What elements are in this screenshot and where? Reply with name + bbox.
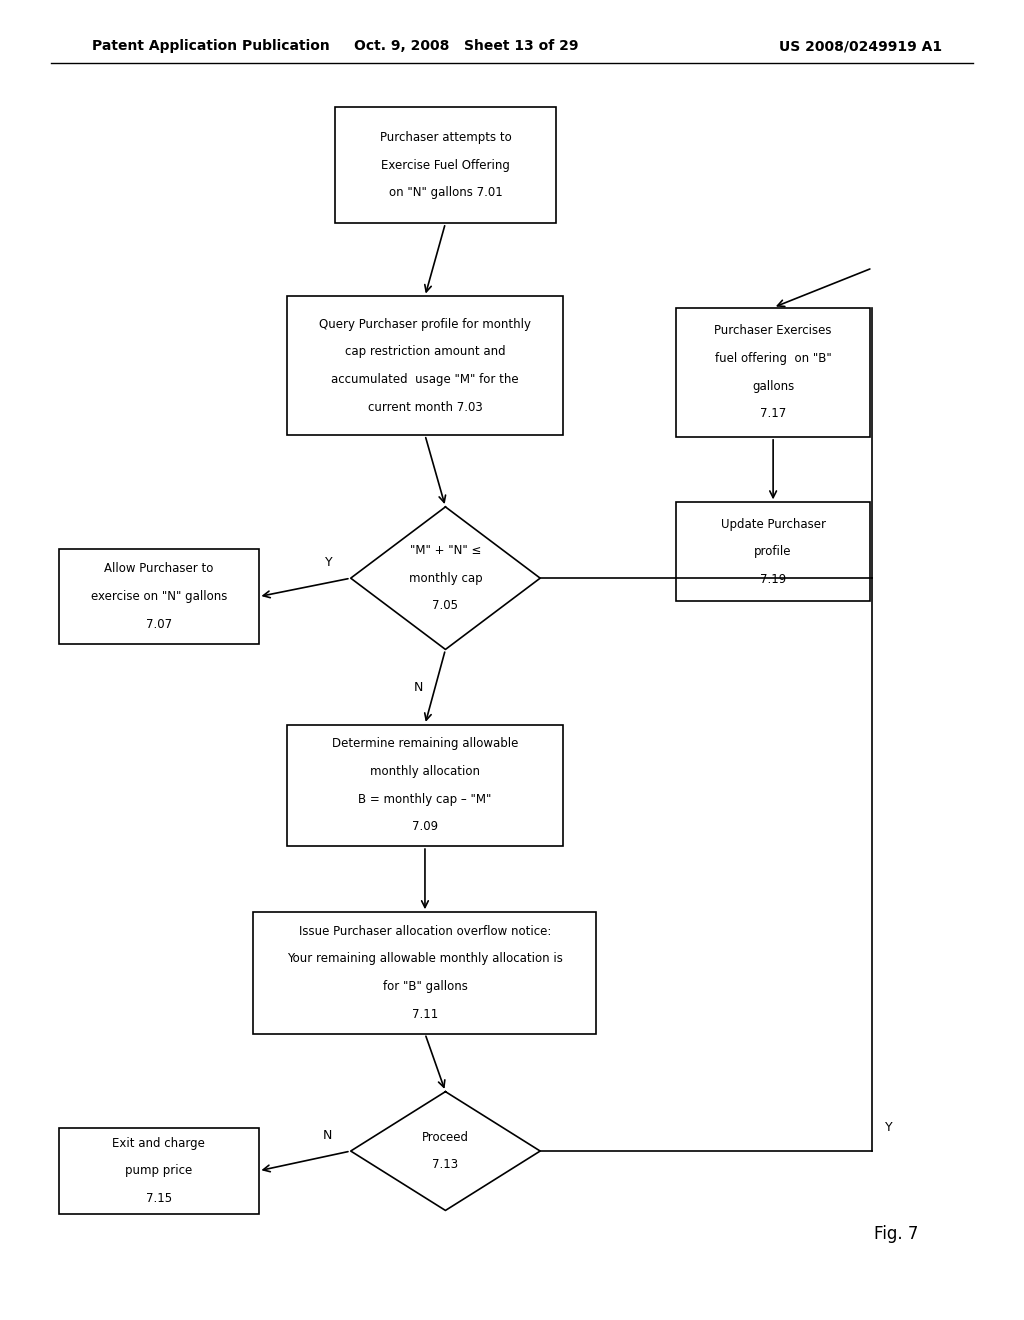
Text: N: N	[414, 681, 423, 693]
Text: gallons: gallons	[752, 380, 795, 392]
Text: US 2008/0249919 A1: US 2008/0249919 A1	[779, 40, 942, 53]
Text: accumulated  usage "M" for the: accumulated usage "M" for the	[331, 374, 519, 385]
Text: current month 7.03: current month 7.03	[368, 401, 482, 413]
Text: Query Purchaser profile for monthly: Query Purchaser profile for monthly	[318, 318, 531, 330]
Text: B = monthly cap – "M": B = monthly cap – "M"	[358, 793, 492, 805]
Text: 7.17: 7.17	[760, 408, 786, 420]
Text: Fig. 7: Fig. 7	[873, 1225, 919, 1243]
Bar	[287, 297, 563, 436]
Text: N: N	[323, 1129, 332, 1142]
Text: Determine remaining allowable: Determine remaining allowable	[332, 738, 518, 750]
Text: 7.05: 7.05	[432, 599, 459, 612]
Bar	[287, 725, 563, 846]
Text: "M" + "N" ≤: "M" + "N" ≤	[410, 544, 481, 557]
Text: monthly cap: monthly cap	[409, 572, 482, 585]
Text: Your remaining allowable monthly allocation is: Your remaining allowable monthly allocat…	[287, 953, 563, 965]
Text: 7.09: 7.09	[412, 821, 438, 833]
Bar	[676, 502, 870, 602]
Bar	[676, 308, 870, 437]
Text: Oct. 9, 2008   Sheet 13 of 29: Oct. 9, 2008 Sheet 13 of 29	[353, 40, 579, 53]
Bar	[58, 549, 258, 644]
Text: Exercise Fuel Offering: Exercise Fuel Offering	[381, 158, 510, 172]
Text: pump price: pump price	[125, 1164, 193, 1177]
Text: exercise on "N" gallons: exercise on "N" gallons	[90, 590, 227, 603]
Text: 7.13: 7.13	[432, 1159, 459, 1171]
Bar	[253, 912, 596, 1034]
Text: 7.07: 7.07	[145, 618, 172, 631]
Text: on "N" gallons 7.01: on "N" gallons 7.01	[388, 186, 503, 199]
Text: Patent Application Publication: Patent Application Publication	[92, 40, 330, 53]
Text: 7.15: 7.15	[145, 1192, 172, 1205]
Text: Issue Purchaser allocation overflow notice:: Issue Purchaser allocation overflow noti…	[299, 925, 551, 937]
Text: Update Purchaser: Update Purchaser	[721, 517, 825, 531]
Text: for "B" gallons: for "B" gallons	[383, 981, 467, 993]
Text: Purchaser Exercises: Purchaser Exercises	[715, 325, 831, 337]
Text: profile: profile	[755, 545, 792, 558]
Text: Purchaser attempts to: Purchaser attempts to	[380, 131, 511, 144]
Text: 7.11: 7.11	[412, 1008, 438, 1020]
Text: Y: Y	[885, 1121, 892, 1134]
Text: 7.19: 7.19	[760, 573, 786, 586]
Text: cap restriction amount and: cap restriction amount and	[345, 346, 505, 358]
Bar	[336, 107, 555, 223]
Text: Exit and charge: Exit and charge	[113, 1137, 205, 1150]
Text: monthly allocation: monthly allocation	[370, 766, 480, 777]
Text: Proceed: Proceed	[422, 1131, 469, 1143]
Text: fuel offering  on "B": fuel offering on "B"	[715, 352, 831, 364]
Text: Y: Y	[325, 556, 332, 569]
Text: Allow Purchaser to: Allow Purchaser to	[104, 562, 213, 576]
Bar	[58, 1127, 258, 1214]
